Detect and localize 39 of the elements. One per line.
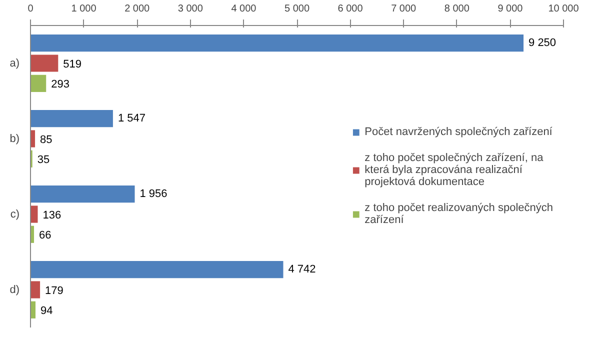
x-tick-label: 0 <box>28 4 34 14</box>
y-tick-label: d) <box>10 284 20 296</box>
legend-label: z toho počet realizovaných společných zařízení <box>364 202 553 226</box>
data-label: 136 <box>42 209 62 222</box>
x-tick-label: 2 000 <box>124 4 150 14</box>
y-tick-label: a) <box>10 57 20 70</box>
x-tick-label: 6 000 <box>338 4 364 14</box>
data-label: 293 <box>51 78 70 90</box>
x-tick-label: 1 000 <box>71 4 97 14</box>
data-label: 94 <box>40 304 53 317</box>
data-label: 519 <box>63 58 82 70</box>
bar <box>30 130 36 148</box>
bar <box>30 206 38 223</box>
data-label: 1 547 <box>118 112 146 125</box>
legend-label: Počet navržených společných zařízení <box>364 126 552 138</box>
bar <box>30 281 40 298</box>
y-tick-label: b) <box>10 132 20 145</box>
x-tick-label: 9 000 <box>498 4 524 14</box>
y-tick-label: c) <box>10 208 20 220</box>
data-label: 1 956 <box>140 188 168 200</box>
x-tick-label: 5 000 <box>284 4 310 14</box>
bar <box>30 261 284 278</box>
x-tick-label: 8 000 <box>444 4 470 14</box>
data-label: 35 <box>37 154 50 166</box>
data-label: 4 742 <box>288 264 316 276</box>
data-label: 9 250 <box>528 37 556 50</box>
x-tick-label: 4 000 <box>231 4 257 14</box>
bar <box>30 186 135 203</box>
bar <box>30 34 524 52</box>
legend-label: z toho počet společných zařízení, na která byla zpracována realizační projektová dokumentace <box>364 152 544 188</box>
data-label: 179 <box>45 284 64 297</box>
data-label: 85 <box>40 134 52 146</box>
x-tick-label: 7 000 <box>391 4 417 14</box>
x-tick-label: 3 000 <box>178 4 204 14</box>
bar <box>30 54 58 72</box>
x-tick-label: 10 000 <box>548 4 580 14</box>
data-label: 66 <box>39 229 52 242</box>
bar <box>30 110 113 128</box>
bar <box>30 74 46 92</box>
